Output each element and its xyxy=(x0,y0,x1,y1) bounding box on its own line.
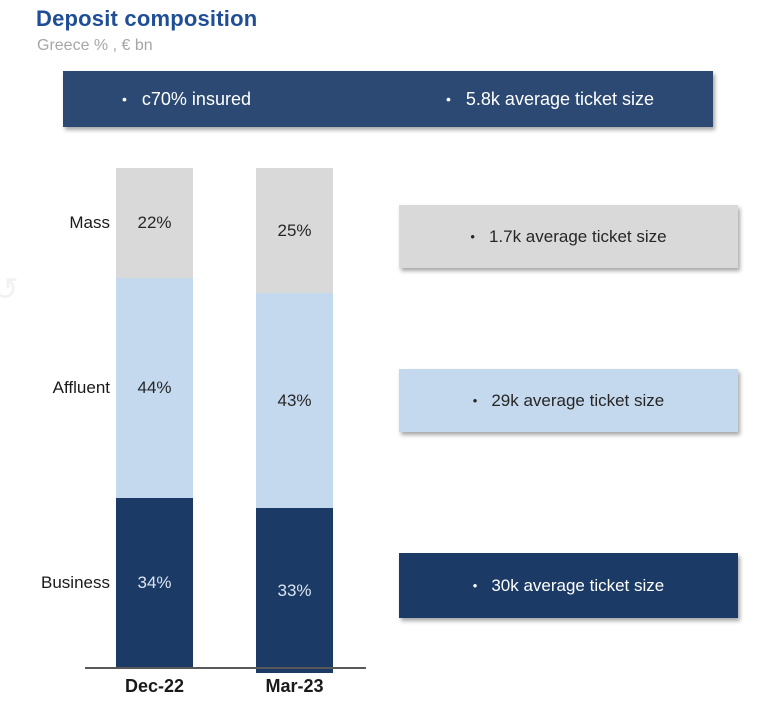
segment-value-label: 33% xyxy=(277,580,312,600)
bar-segment-affluent: 44% xyxy=(116,278,193,498)
bar-segment-business: 34% xyxy=(116,498,193,668)
x-axis-label: Mar-23 xyxy=(265,676,324,696)
refresh-icon: ↺ xyxy=(0,271,19,307)
x-axis-label: Dec-22 xyxy=(124,676,185,696)
summary-banner: • c70% insured • 5.8k average ticket size xyxy=(63,71,713,127)
bar-mar-23: 25% 43% 33% xyxy=(256,168,333,673)
bar-segment-affluent: 43% xyxy=(256,293,333,508)
segment-value-label: 44% xyxy=(137,378,172,397)
bar-segment-business: 33% xyxy=(256,508,333,673)
callout-label: 1.7k average ticket size xyxy=(488,226,667,246)
bullet-icon: • xyxy=(122,91,127,107)
page-title: Deposit composition xyxy=(36,6,258,31)
bar-segment-mass: 25% xyxy=(256,168,333,293)
banner-item-label: 5.8k average ticket size xyxy=(465,88,655,109)
callout-mass: • 1.7k average ticket size xyxy=(399,205,738,268)
segment-value-label: 34% xyxy=(137,573,172,592)
bullet-icon: • xyxy=(472,393,478,408)
bullet-icon: • xyxy=(472,578,478,593)
banner-item-avg-ticket: • 5.8k average ticket size xyxy=(446,71,654,127)
callout-label: 29k average ticket size xyxy=(491,390,665,410)
row-label-mass: Mass xyxy=(69,213,110,232)
segment-value-label: 25% xyxy=(277,220,312,240)
callout-affluent: • 29k average ticket size xyxy=(399,369,738,432)
callout-business: • 30k average ticket size xyxy=(399,553,738,618)
segment-value-label: 43% xyxy=(277,390,312,410)
row-label-affluent: Affluent xyxy=(52,378,110,397)
bar-segment-mass: 22% xyxy=(116,168,193,278)
banner-item-label: c70% insured xyxy=(141,88,251,109)
bars-group: 22% 44% 34% 25% 43% 33% xyxy=(116,168,333,673)
page-subtitle: Greece % , € bn xyxy=(37,37,153,54)
banner-item-insured: • c70% insured xyxy=(122,71,251,127)
bullet-icon: • xyxy=(446,91,451,107)
bullet-icon: • xyxy=(470,229,475,244)
x-axis-line xyxy=(85,667,366,669)
segment-value-label: 22% xyxy=(137,213,172,232)
callout-label: 30k average ticket size xyxy=(491,575,665,595)
row-label-business: Business xyxy=(41,573,110,592)
bar-dec-22: 22% 44% 34% xyxy=(116,168,193,673)
